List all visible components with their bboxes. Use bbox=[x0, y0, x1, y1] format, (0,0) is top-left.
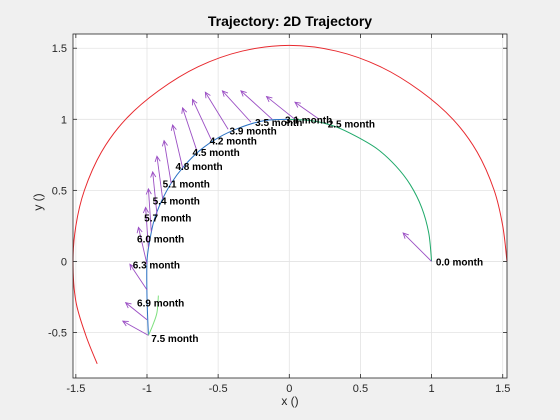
direction-arrow bbox=[121, 320, 149, 336]
x-axis-label: x () bbox=[281, 394, 298, 408]
time-label: 4.8 month bbox=[175, 162, 222, 173]
arrow-shaft bbox=[147, 188, 152, 232]
time-label: 3.1 month bbox=[285, 115, 332, 126]
arrow-head bbox=[145, 187, 152, 195]
direction-arrow bbox=[181, 106, 198, 151]
arrow-head bbox=[294, 101, 301, 108]
series-line-1 bbox=[289, 118, 433, 262]
arrow-shaft bbox=[163, 140, 172, 184]
arrow-shaft bbox=[138, 227, 148, 265]
time-label: 3.5 month bbox=[255, 118, 302, 129]
arrow-head bbox=[265, 95, 273, 103]
arrow-group bbox=[121, 90, 432, 336]
time-label: 0.0 month bbox=[436, 257, 483, 268]
series-line-2 bbox=[146, 118, 290, 336]
plot-area bbox=[73, 34, 507, 378]
x-tick-label: 1.5 bbox=[495, 383, 510, 395]
arrow-head bbox=[121, 320, 129, 327]
direction-arrow bbox=[124, 302, 148, 321]
direction-arrow bbox=[154, 155, 164, 199]
arrow-head bbox=[129, 263, 136, 271]
arrow-shaft bbox=[152, 171, 158, 215]
direction-arrow bbox=[170, 123, 184, 168]
direction-arrow bbox=[142, 206, 149, 248]
arrow-shaft bbox=[125, 302, 148, 321]
arrow-shaft bbox=[402, 232, 432, 262]
time-label: 5.1 month bbox=[163, 179, 210, 190]
direction-arrow bbox=[294, 101, 320, 120]
arrow-head bbox=[154, 155, 161, 163]
direction-arrow bbox=[145, 187, 152, 232]
arrow-shaft bbox=[156, 156, 164, 199]
arrow-head bbox=[240, 90, 247, 97]
series-line-3 bbox=[147, 295, 159, 336]
x-tick-label: 0.5 bbox=[353, 383, 368, 395]
time-label: 5.4 month bbox=[153, 196, 200, 207]
time-label: 4.5 month bbox=[193, 148, 240, 159]
direction-arrow bbox=[191, 98, 212, 140]
arrow-head bbox=[191, 98, 198, 106]
arrow-head bbox=[161, 139, 168, 147]
time-label: 5.7 month bbox=[144, 213, 191, 224]
arrow-shaft bbox=[294, 101, 320, 120]
y-axis-label: y () bbox=[31, 193, 45, 210]
axes-frame bbox=[72, 33, 508, 379]
x-tick-label: -1.5 bbox=[66, 383, 85, 395]
arrow-head bbox=[221, 90, 229, 97]
y-tick-label: 0 bbox=[61, 256, 67, 268]
arrow-head bbox=[124, 302, 132, 309]
direction-arrow bbox=[402, 232, 432, 262]
arrow-shaft bbox=[129, 264, 148, 291]
arrow-shaft bbox=[172, 124, 184, 168]
time-label: 6.9 month bbox=[137, 299, 184, 310]
x-tick-label: -0.5 bbox=[209, 383, 228, 395]
direction-arrow bbox=[150, 170, 158, 215]
direction-arrow bbox=[221, 90, 252, 123]
tick-group: -1.5 -1 -0.5 0 0.5 1 1.5 -0.5 0 0.5 1 1.5 bbox=[48, 34, 510, 395]
arrow-head bbox=[204, 91, 211, 99]
arrow-head bbox=[181, 106, 188, 114]
x-tick-label: 1 bbox=[429, 383, 435, 395]
direction-arrow bbox=[129, 263, 148, 291]
y-tick-label: -0.5 bbox=[48, 328, 67, 340]
arrow-head bbox=[150, 170, 157, 178]
arrow-shaft bbox=[266, 96, 296, 120]
direction-arrow bbox=[136, 226, 148, 265]
arrow-head bbox=[402, 232, 409, 239]
arrow-shaft bbox=[240, 90, 273, 120]
y-tick-label: 1.5 bbox=[52, 43, 67, 55]
direction-arrow bbox=[161, 139, 172, 184]
x-tick-label: 0 bbox=[286, 383, 292, 395]
direction-arrow bbox=[265, 95, 296, 120]
arrow-shaft bbox=[145, 207, 149, 248]
time-label: 2.5 month bbox=[328, 120, 375, 131]
arrow-head bbox=[142, 206, 149, 214]
arrow-shaft bbox=[182, 107, 198, 151]
arrow-head bbox=[136, 226, 143, 234]
chart-title: Trajectory: 2D Trajectory bbox=[208, 13, 372, 29]
arrow-shaft bbox=[222, 90, 252, 123]
direction-arrow bbox=[204, 91, 229, 130]
time-label: 3.9 month bbox=[230, 127, 277, 138]
x-tick-label: -1 bbox=[142, 383, 152, 395]
arrow-shaft bbox=[122, 320, 149, 336]
arrow-shaft bbox=[192, 99, 212, 140]
y-tick-label: 0.5 bbox=[52, 185, 67, 197]
direction-arrow bbox=[240, 90, 273, 120]
time-label: 7.5 month bbox=[151, 334, 198, 345]
time-label: 6.3 month bbox=[133, 260, 180, 271]
arrow-head bbox=[170, 123, 177, 131]
arrow-shaft bbox=[204, 92, 229, 130]
time-label: 4.2 month bbox=[210, 137, 257, 148]
time-label: 6.0 month bbox=[137, 235, 184, 246]
y-tick-label: 1 bbox=[61, 114, 67, 126]
